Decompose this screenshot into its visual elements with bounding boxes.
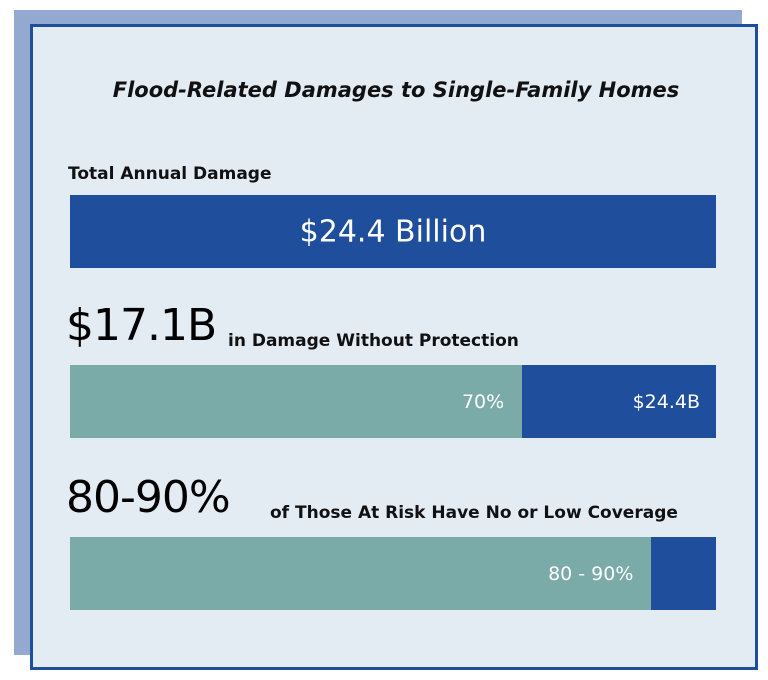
total-bar: $24.4 Billion <box>70 195 716 268</box>
total-label: $24.4B <box>632 390 700 413</box>
section-label: Total Annual Damage <box>68 164 272 184</box>
section-label: in Damage Without Protection <box>228 331 519 351</box>
share-bar: 80 - 90% <box>70 537 716 610</box>
headline: 80-90% <box>66 472 231 523</box>
share-label: 70% <box>461 390 505 413</box>
share-label: 80 - 90% <box>548 562 634 585</box>
share-fill <box>70 365 523 438</box>
share-bar: 70% $24.4B <box>70 365 716 438</box>
headline: $17.1B <box>66 300 217 351</box>
title: Flood-Related Damages to Single-Family H… <box>112 78 680 102</box>
share-fill <box>70 537 652 610</box>
section-label: of Those At Risk Have No or Low Coverage <box>270 503 678 523</box>
bar-text: $24.4 Billion <box>299 214 487 249</box>
